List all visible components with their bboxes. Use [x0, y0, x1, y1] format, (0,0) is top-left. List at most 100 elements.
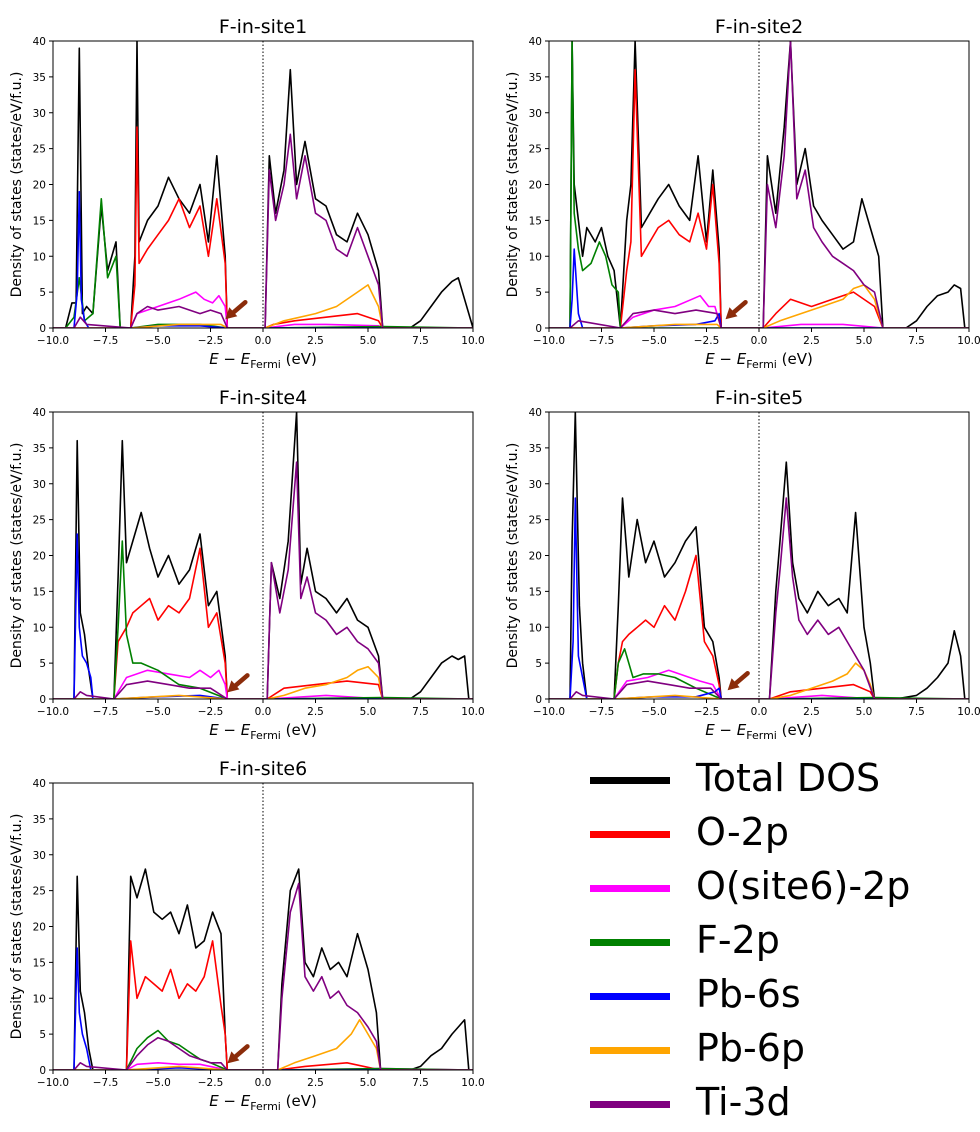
- legend-item-ti-3d: Ti-3d: [590, 1076, 970, 1132]
- x-tick-label: 2.5: [803, 706, 820, 718]
- panel-title: F-in-site5: [715, 387, 803, 409]
- y-tick-label: 20: [529, 180, 542, 192]
- y-tick-label: 20: [529, 551, 542, 563]
- y-tick-label: 40: [33, 778, 46, 790]
- y-tick-label: 0: [39, 694, 46, 706]
- series-line-total-dos: [549, 41, 969, 328]
- y-tick-label: 40: [33, 407, 46, 419]
- x-tick-label: −5.0: [641, 335, 667, 347]
- x-tick-label: 10.0: [957, 706, 980, 718]
- series-group: [53, 868, 473, 1070]
- legend-item-f-2p: F-2p: [590, 914, 970, 970]
- y-tick-label: 5: [39, 1029, 46, 1041]
- x-tick-label: −10.0: [37, 1077, 69, 1089]
- x-tick-label: −7.5: [93, 335, 119, 347]
- x-axis-label: E − EFermi (eV): [209, 1092, 317, 1111]
- y-tick-label: 25: [33, 144, 46, 156]
- legend-label-o-site6-2p: O(site6)-2p: [696, 864, 911, 908]
- legend-item-pb-6s: Pb-6s: [590, 968, 970, 1024]
- x-axis-label: E − EFermi (eV): [209, 350, 317, 371]
- series-line-ti-3d: [53, 133, 473, 328]
- x-tick-label: −5.0: [145, 706, 171, 718]
- dos-panel-f-in-site5: F-in-site5 −10.0 −7.5 −5.0 −2.5 0.0 2.5 5.0 7.5 1…: [505, 387, 980, 742]
- series-line-o-site6-2p: [549, 294, 969, 328]
- x-tick-label: 2.5: [307, 706, 324, 718]
- x-tick-label: 7.5: [412, 1077, 429, 1089]
- series-line-ti-3d: [53, 461, 473, 699]
- legend-label-ti-3d: Ti-3d: [696, 1080, 791, 1124]
- x-tick-label: 5.0: [856, 335, 873, 347]
- x-tick-label: 2.5: [307, 1077, 324, 1089]
- dos-panel-f-in-site4: F-in-site4 −10.0 −7.5 −5.0 −2.5 0.0 2.5 5.0 7.5 1…: [9, 387, 485, 742]
- series-line-o-2p: [53, 126, 473, 328]
- series-group: [549, 41, 969, 328]
- y-tick-label: 5: [535, 658, 542, 670]
- legend-swatch-o-2p: [590, 831, 670, 838]
- y-tick-label: 30: [529, 108, 542, 120]
- y-tick-label: 5: [39, 658, 46, 670]
- series-line-o-site6-2p: [53, 291, 473, 328]
- highlight-arrow-head: [227, 1051, 240, 1064]
- y-tick-label: 0: [39, 323, 46, 335]
- series-line-pb-6p: [53, 284, 473, 328]
- x-tick-label: −5.0: [145, 335, 171, 347]
- legend-swatch-o-site6-2p: [590, 885, 670, 892]
- legend-swatch-total-dos: [590, 777, 670, 784]
- series-line-pb-6s: [549, 497, 969, 699]
- legend-swatch-ti-3d: [590, 1101, 670, 1108]
- x-axis-label: E − EFermi (eV): [705, 350, 813, 371]
- y-tick-label: 25: [33, 886, 46, 898]
- x-axis-label: E − EFermi (eV): [705, 721, 813, 742]
- y-tick-label: 15: [529, 215, 542, 227]
- x-tick-label: −10.0: [37, 335, 69, 347]
- series-line-pb-6s: [53, 533, 473, 699]
- y-tick-label: 20: [33, 551, 46, 563]
- highlight-arrow-head: [227, 680, 240, 693]
- y-tick-label: 30: [33, 108, 46, 120]
- series-line-pb-6p: [549, 284, 969, 328]
- x-tick-label: 5.0: [360, 706, 377, 718]
- y-tick-label: 15: [33, 957, 46, 969]
- y-tick-label: 15: [529, 586, 542, 598]
- x-tick-label: 7.5: [908, 335, 925, 347]
- dos-panel-f-in-site1: F-in-site1 −10.0 −7.5 −5.0 −2.5 0.0 2.5 5.0 7.5 1…: [9, 16, 485, 371]
- y-tick-label: 35: [33, 72, 46, 84]
- y-tick-label: 20: [33, 922, 46, 934]
- series-line-pb-6s: [53, 947, 473, 1070]
- y-tick-label: 15: [33, 215, 46, 227]
- legend-item-o-site6-2p: O(site6)-2p: [590, 860, 970, 916]
- series-line-o-2p: [549, 554, 969, 699]
- x-tick-label: 5.0: [360, 1077, 377, 1089]
- x-tick-label: 10.0: [461, 335, 484, 347]
- x-tick-label: 5.0: [360, 335, 377, 347]
- y-tick-label: 5: [535, 287, 542, 299]
- x-tick-label: −7.5: [93, 1077, 119, 1089]
- panel-title: F-in-site4: [219, 387, 307, 409]
- x-tick-label: −2.5: [694, 335, 720, 347]
- y-tick-label: 25: [33, 515, 46, 527]
- series-line-ti-3d: [53, 882, 473, 1070]
- x-axis-label: E − EFermi (eV): [209, 721, 317, 742]
- legend-item-total-dos: Total DOS: [590, 752, 970, 808]
- x-tick-label: 0.0: [255, 335, 272, 347]
- x-tick-label: −7.5: [589, 335, 615, 347]
- x-tick-label: 0.0: [255, 1077, 272, 1089]
- x-tick-label: −2.5: [198, 706, 224, 718]
- legend-swatch-pb-6s: [590, 993, 670, 1000]
- y-tick-label: 30: [33, 479, 46, 491]
- x-tick-label: 0.0: [751, 335, 768, 347]
- x-tick-label: −10.0: [37, 706, 69, 718]
- y-tick-label: 10: [529, 622, 542, 634]
- series-line-o-2p: [549, 68, 969, 328]
- x-tick-label: 5.0: [856, 706, 873, 718]
- x-tick-label: 0.0: [255, 706, 272, 718]
- x-tick-label: −7.5: [93, 706, 119, 718]
- legend-swatch-f-2p: [590, 939, 670, 946]
- x-tick-label: 7.5: [908, 706, 925, 718]
- x-tick-label: 7.5: [412, 706, 429, 718]
- y-tick-label: 5: [39, 287, 46, 299]
- y-tick-label: 25: [529, 515, 542, 527]
- x-tick-label: 0.0: [751, 706, 768, 718]
- x-tick-label: −5.0: [641, 706, 667, 718]
